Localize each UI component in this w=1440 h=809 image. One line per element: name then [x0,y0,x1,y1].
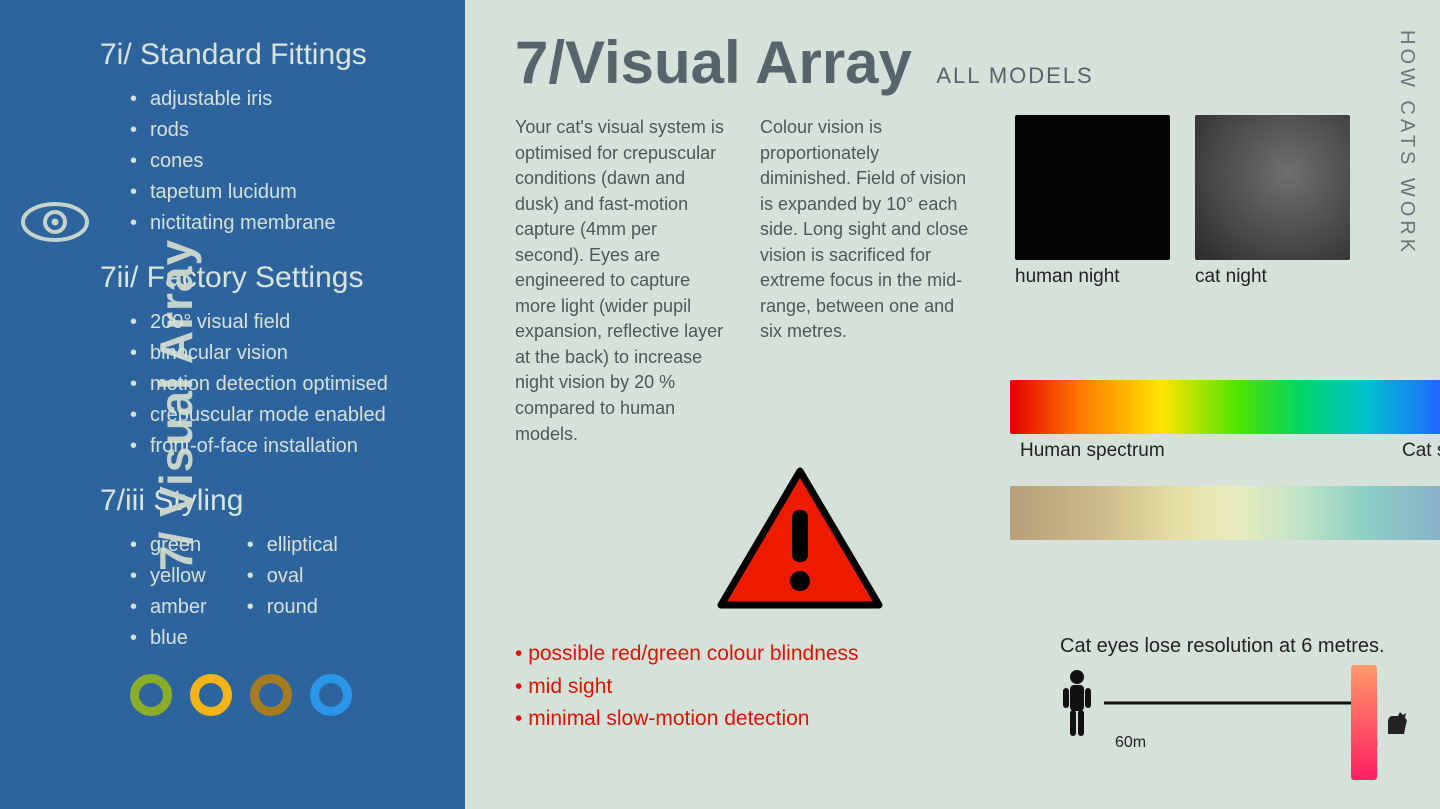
list-item: blue [150,623,207,654]
page-title: 7/Visual Array [515,28,912,97]
list-item: yellow [150,561,207,592]
human-spectrum-label: Human spectrum [1020,440,1165,462]
list-item: crepuscular mode enabled [150,400,435,431]
styling-colors-list: green yellow amber blue [130,530,207,654]
side-tag: HOW CATS WORK [1395,30,1418,256]
styling-shapes-list: elliptical oval round [247,530,338,654]
ring-green [130,674,172,716]
ring-blue [310,674,352,716]
warn-item: • minimal slow-motion detection [515,703,935,736]
person-icon [1060,668,1094,738]
list-item: amber [150,592,207,623]
paragraph-1: Your cat's visual system is optimised fo… [515,115,730,447]
spectrum-block: Human spectrum Cat spectrum [1010,380,1440,544]
main-panel: 7/Visual Array ALL MODELS HOW CATS WORK … [465,0,1440,809]
fittings-list: adjustable iris rods cones tapetum lucid… [100,84,435,239]
ring-amber [250,674,292,716]
cat-spectrum-bar [1010,486,1440,540]
cat-night-image [1195,115,1350,260]
list-item: tapetum lucidum [150,177,435,208]
warn-item: • possible red/green colour blindness [515,638,935,671]
list-item: cones [150,146,435,177]
eye-icon [20,200,90,244]
resolution-block: Cat eyes lose resolution at 6 metres. 60… [1060,635,1440,752]
color-rings [100,674,435,716]
list-item: green [150,530,207,561]
list-item: oval [267,561,338,592]
list-item: 200° visual field [150,307,435,338]
list-item: nictitating membrane [150,208,435,239]
human-night-label: human night [1015,266,1170,288]
fittings-heading: 7i/ Standard Fittings [100,38,435,72]
warning-icon [715,465,885,615]
warning-block: • possible red/green colour blindness • … [515,465,935,736]
resolution-title: Cat eyes lose resolution at 6 metres. [1060,635,1440,658]
human-spectrum-bar [1010,380,1440,434]
paragraph-2: Colour vision is proportionately diminis… [760,115,975,447]
arrow-icon [1104,693,1374,713]
list-item: round [267,592,338,623]
factory-list: 200° visual field binocular vision motio… [100,307,435,462]
list-item: elliptical [267,530,338,561]
resolution-gradient-bar [1351,665,1377,780]
list-item: rods [150,115,435,146]
page-subtitle: ALL MODELS [936,63,1093,88]
sidebar-panel: 7/ Visual Array 7i/ Standard Fittings ad… [0,0,465,809]
cat-night-label: cat night [1195,266,1350,288]
list-item: motion detection optimised [150,369,435,400]
warn-item: • mid sight [515,671,935,704]
warning-list: • possible red/green colour blindness • … [515,638,935,736]
list-item: adjustable iris [150,84,435,115]
list-item: binocular vision [150,338,435,369]
list-item: front-of-face installation [150,431,435,462]
cat-spectrum-label: Cat spectrum [1402,440,1440,462]
ring-yellow [190,674,232,716]
cat-icon [1384,706,1410,736]
human-night-image [1015,115,1170,260]
human-distance: 60m [1115,734,1146,752]
